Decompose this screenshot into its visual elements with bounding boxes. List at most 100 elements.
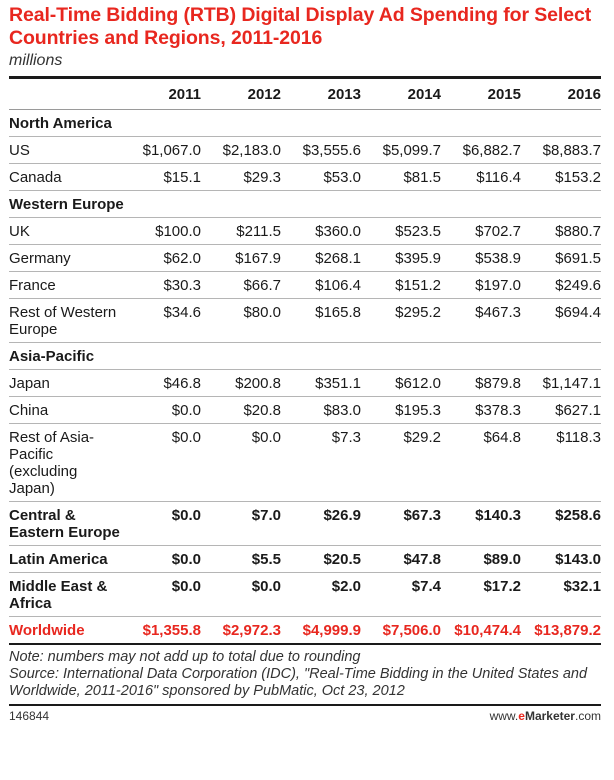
row-label: North America — [9, 109, 601, 137]
column-header: 2015 — [441, 79, 521, 110]
table-row: Middle East & Africa $0.0 $0.0 $2.0 $7.4 $17.… — [9, 572, 601, 617]
column-header: 2012 — [201, 79, 281, 110]
table-cell: $7,506.0 — [361, 616, 441, 645]
top-rule — [9, 76, 601, 79]
row-label: US — [9, 136, 121, 164]
table-cell: $268.1 — [281, 244, 361, 272]
column-header: 2014 — [361, 79, 441, 110]
chart-id: 146844 — [9, 709, 50, 723]
row-label: Western Europe — [9, 190, 601, 218]
header-blank — [9, 79, 121, 110]
row-label: Worldwide — [9, 616, 121, 645]
table-cell: $612.0 — [361, 369, 441, 397]
table-row: China $0.0 $20.8 $83.0 $195.3 $378.3 $627.1 — [9, 396, 601, 424]
table-cell: $89.0 — [441, 545, 521, 573]
table-cell: $143.0 — [521, 545, 601, 573]
table-cell: $140.3 — [441, 501, 521, 546]
table-cell: $395.9 — [361, 244, 441, 272]
table-cell: $0.0 — [201, 423, 281, 502]
table-cell: $195.3 — [361, 396, 441, 424]
column-header: 2011 — [121, 79, 201, 110]
chart-card: Real-Time Bidding (RTB) Digital Display … — [9, 0, 601, 723]
row-label: Rest of Asia-Pacific (excluding Japan) — [9, 423, 121, 502]
table-cell: $467.3 — [441, 298, 521, 343]
table-row: Germany $62.0 $167.9 $268.1 $395.9 $538.9 $691… — [9, 244, 601, 272]
table-cell: $1,355.8 — [121, 616, 201, 645]
table-cell: $0.0 — [121, 396, 201, 424]
note-source: Source: International Data Corporation (… — [9, 666, 588, 699]
row-label: Germany — [9, 244, 121, 272]
row-label: Rest of Western Europe — [9, 298, 121, 343]
table-cell: $20.8 — [201, 396, 281, 424]
table-cell: $691.5 — [521, 244, 601, 272]
table-cell: $694.4 — [521, 298, 601, 343]
table-cell: $118.3 — [521, 423, 601, 502]
table-cell: $0.0 — [121, 572, 201, 617]
table-cell: $295.2 — [361, 298, 441, 343]
table-cell: $83.0 — [281, 396, 361, 424]
data-table: 2011 2012 2013 2014 2015 2016 North America US… — [9, 79, 601, 645]
table-cell: $3,555.6 — [281, 136, 361, 164]
table-cell: $702.7 — [441, 217, 521, 245]
table-cell: $249.6 — [521, 271, 601, 299]
table-cell: $360.0 — [281, 217, 361, 245]
table-cell: $2,972.3 — [201, 616, 281, 645]
table-cell: $351.1 — [281, 369, 361, 397]
table-cell: $6,882.7 — [441, 136, 521, 164]
group-row: North America — [9, 109, 601, 137]
table-cell: $7.4 — [361, 572, 441, 617]
table-cell: $5,099.7 — [361, 136, 441, 164]
table-cell: $116.4 — [441, 163, 521, 191]
bottom-rule — [9, 704, 601, 706]
table-cell: $167.9 — [201, 244, 281, 272]
table-cell: $7.3 — [281, 423, 361, 502]
table-row: US $1,067.0 $2,183.0 $3,555.6 $5,099.7 $6,882… — [9, 136, 601, 164]
table-cell: $0.0 — [121, 501, 201, 546]
table-cell: $30.3 — [121, 271, 201, 299]
table-row: Latin America $0.0 $5.5 $20.5 $47.8 $89.0 $143… — [9, 545, 601, 573]
header-row: 2011 2012 2013 2014 2015 2016 — [9, 79, 601, 110]
table-cell: $1,067.0 — [121, 136, 201, 164]
table-cell: $66.7 — [201, 271, 281, 299]
table-cell: $258.6 — [521, 501, 601, 546]
table-cell: $2.0 — [281, 572, 361, 617]
table-cell: $0.0 — [121, 545, 201, 573]
table-cell: $10,474.4 — [441, 616, 521, 645]
table-cell: $1,147.1 — [521, 369, 601, 397]
column-header: 2013 — [281, 79, 361, 110]
chart-subtitle: millions — [9, 52, 63, 69]
total-row: Worldwide $1,355.8 $2,972.3 $4,999.9 $7,506.… — [9, 616, 601, 645]
table-cell: $627.1 — [521, 396, 601, 424]
row-label: Middle East & Africa — [9, 572, 121, 617]
table-cell: $151.2 — [361, 271, 441, 299]
table-cell: $378.3 — [441, 396, 521, 424]
table-cell: $197.0 — [441, 271, 521, 299]
table-cell: $53.0 — [281, 163, 361, 191]
table-cell: $67.3 — [361, 501, 441, 546]
table-cell: $100.0 — [121, 217, 201, 245]
table-cell: $29.2 — [361, 423, 441, 502]
note-rounding: Note: numbers may not add up to total du… — [9, 649, 361, 665]
table-cell: $538.9 — [441, 244, 521, 272]
group-row: Asia-Pacific — [9, 342, 601, 370]
row-label: Asia-Pacific — [9, 342, 601, 370]
table-cell: $17.2 — [441, 572, 521, 617]
table-cell: $7.0 — [201, 501, 281, 546]
table-row: Canada $15.1 $29.3 $53.0 $81.5 $116.4 $153.2 — [9, 163, 601, 191]
site-url[interactable]: www.eMarketer.com — [490, 709, 601, 723]
table-cell: $26.9 — [281, 501, 361, 546]
table-cell: $2,183.0 — [201, 136, 281, 164]
table-row: Japan $46.8 $200.8 $351.1 $612.0 $879.8 $1,147… — [9, 369, 601, 397]
row-label: France — [9, 271, 121, 299]
table-row: Central & Eastern Europe $0.0 $7.0 $26.9 $67… — [9, 501, 601, 546]
table-cell: $880.7 — [521, 217, 601, 245]
table-cell: $0.0 — [201, 572, 281, 617]
table-cell: $81.5 — [361, 163, 441, 191]
table-cell: $20.5 — [281, 545, 361, 573]
table-cell: $211.5 — [201, 217, 281, 245]
row-label: Latin America — [9, 545, 121, 573]
table-cell: $879.8 — [441, 369, 521, 397]
chart-title: Real-Time Bidding (RTB) Digital Display … — [9, 4, 592, 49]
table-cell: $5.5 — [201, 545, 281, 573]
table-cell: $64.8 — [441, 423, 521, 502]
